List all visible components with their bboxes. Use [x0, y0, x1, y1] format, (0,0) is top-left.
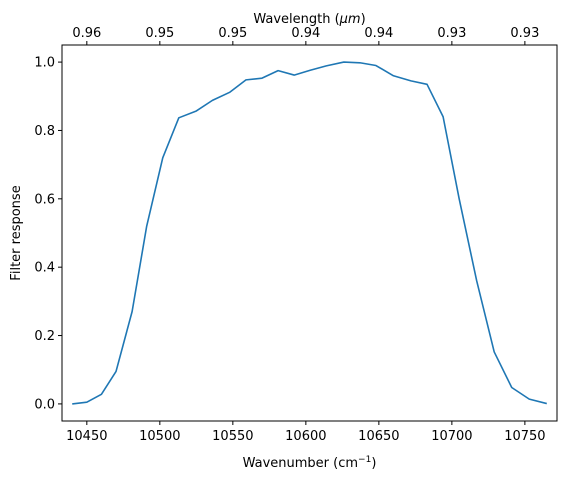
y-tick-label: 0.6 [34, 192, 55, 207]
x-axis-label-suffix: ) [371, 456, 376, 471]
x-axis-label-main: Wavenumber (cm [243, 456, 358, 471]
x-tick-label: 10700 [431, 429, 472, 444]
x-axis-label-sup: −1 [358, 455, 371, 465]
y-tick-label: 0.8 [34, 124, 55, 139]
x-tick-label: 10500 [139, 429, 180, 444]
plot-frame [61, 44, 558, 422]
x-tick-label: 10650 [358, 429, 399, 444]
top-x-tick-label: 0.95 [218, 26, 247, 41]
top-x-axis-label: Wavelength (μm) [253, 12, 365, 27]
bottom-x-ticks: 10450 10500 10550 10600 10650 10700 10750 [66, 421, 546, 444]
x-tick-label: 10450 [66, 429, 107, 444]
x-tick-label: 10600 [285, 429, 326, 444]
y-tick-label: 0.2 [34, 329, 55, 344]
top-x-tick-label: 0.95 [145, 26, 174, 41]
y-tick-label: 1.0 [34, 56, 55, 71]
top-x-axis-label-prefix: Wavelength ( [253, 12, 339, 27]
top-x-tick-label: 0.93 [510, 26, 539, 41]
y-tick-label: 0.0 [34, 397, 55, 412]
top-x-tick-label: 0.96 [72, 26, 101, 41]
top-x-tick-label: 0.94 [364, 26, 393, 41]
top-x-tick-label: 0.94 [291, 26, 320, 41]
y-tick-label: 0.4 [34, 261, 55, 276]
y-ticks: 0.0 0.2 0.4 0.6 0.8 1.0 [34, 56, 62, 412]
top-x-ticks: 0.96 0.95 0.95 0.94 0.94 0.93 0.93 [72, 26, 539, 45]
top-x-tick-label: 0.93 [437, 26, 466, 41]
y-axis-label: Filter response [9, 185, 24, 280]
top-x-axis-label-unit: μm [339, 12, 361, 27]
top-x-axis-label-suffix: ) [361, 12, 366, 27]
x-tick-label: 10750 [504, 429, 545, 444]
x-axis-label: Wavenumber (cm−1) [243, 455, 377, 471]
series-line [72, 61, 547, 405]
x-tick-label: 10550 [212, 429, 253, 444]
series-group [72, 61, 547, 405]
